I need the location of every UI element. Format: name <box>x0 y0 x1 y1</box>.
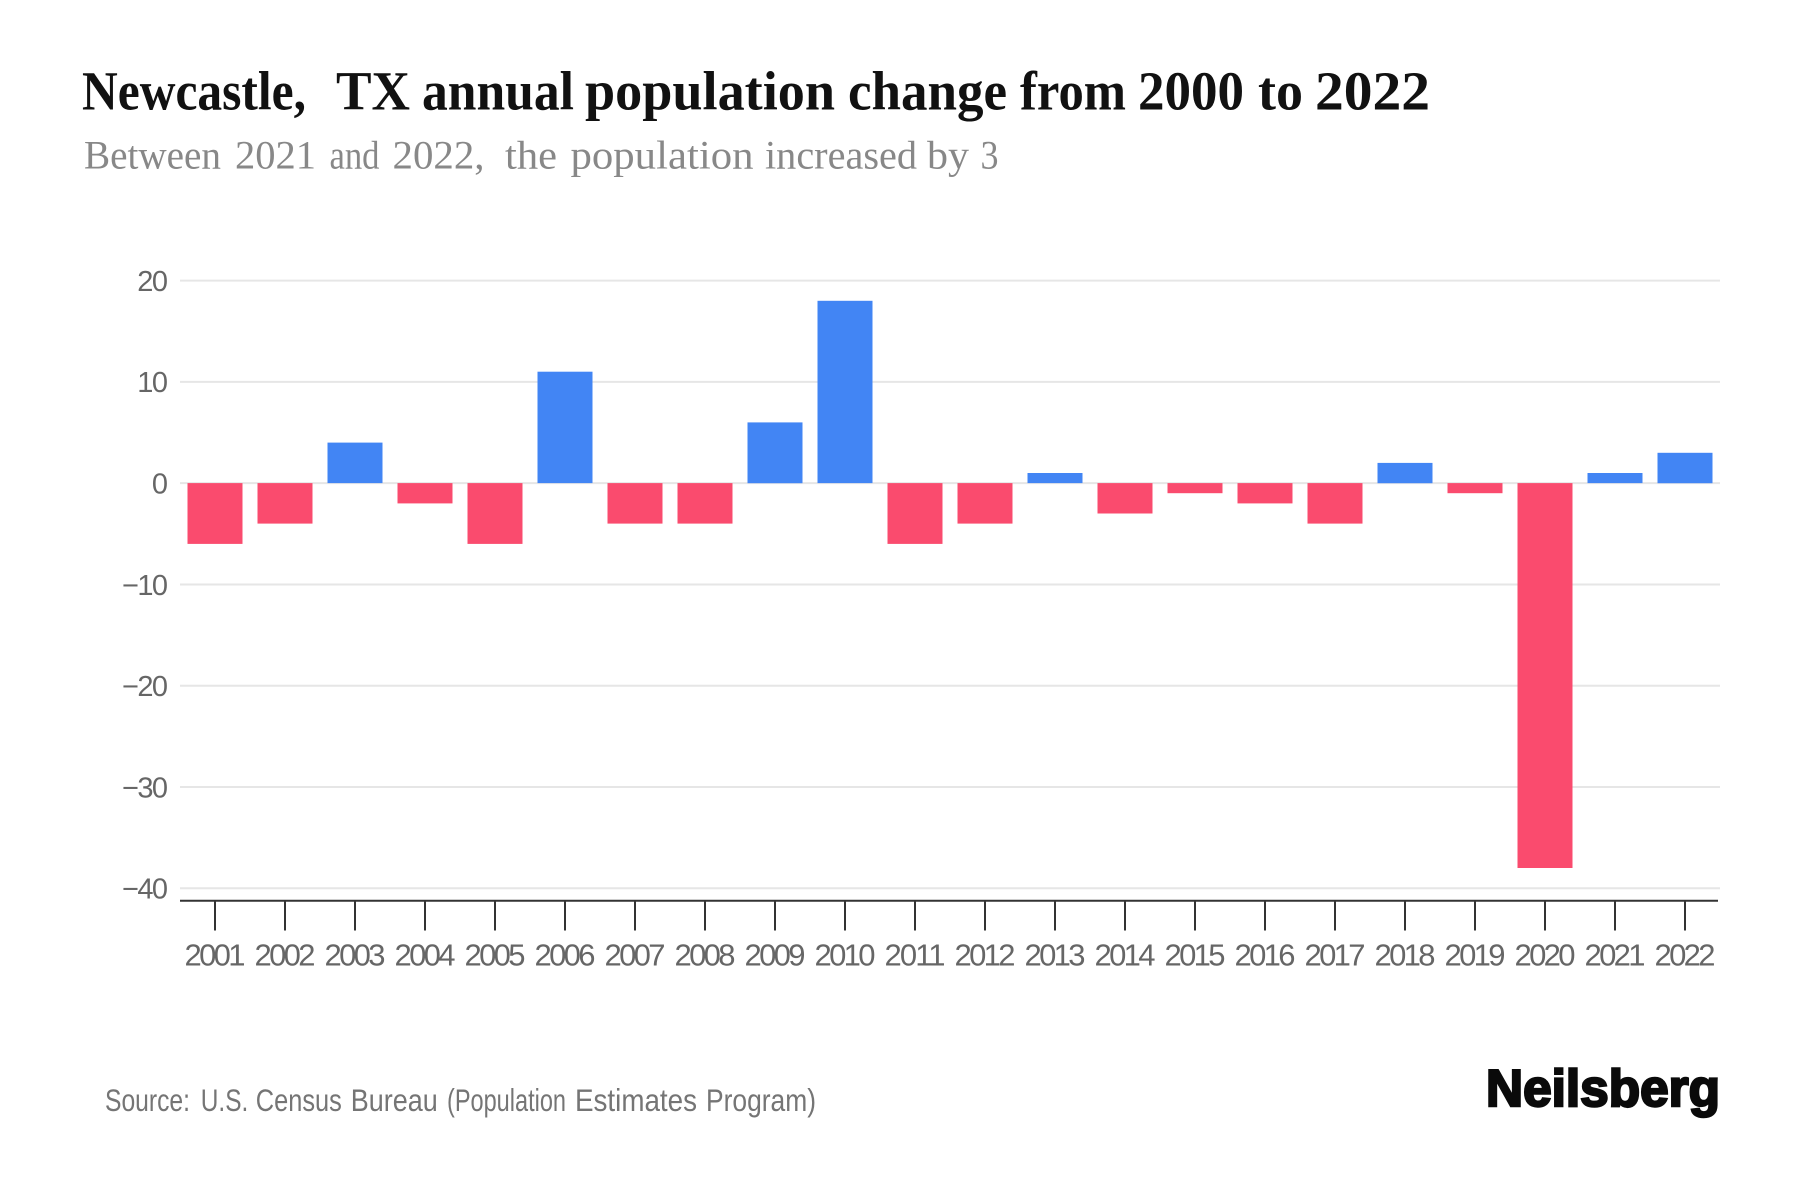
svg-text:Neilsberg: Neilsberg <box>1486 1060 1720 1118</box>
svg-text:2006: 2006 <box>535 937 596 972</box>
svg-text:2005: 2005 <box>465 937 526 972</box>
svg-text:2007: 2007 <box>605 937 666 972</box>
svg-text:2010: 2010 <box>815 937 876 972</box>
svg-text:2011: 2011 <box>885 937 946 972</box>
svg-text:−30: −30 <box>122 772 168 804</box>
svg-text:2009: 2009 <box>745 937 806 972</box>
svg-text:2022: 2022 <box>1655 937 1716 972</box>
svg-text:2003: 2003 <box>325 937 386 972</box>
svg-text:−40: −40 <box>122 874 168 906</box>
svg-text:2001: 2001 <box>185 937 246 972</box>
svg-text:2012: 2012 <box>955 937 1016 972</box>
svg-text:2015: 2015 <box>1165 937 1226 972</box>
svg-text:−20: −20 <box>122 671 168 703</box>
svg-text:2018: 2018 <box>1375 937 1436 972</box>
svg-text:2017: 2017 <box>1305 937 1366 972</box>
svg-text:−10: −10 <box>122 570 168 602</box>
svg-text:2016: 2016 <box>1235 937 1296 972</box>
svg-text:2020: 2020 <box>1515 937 1576 972</box>
svg-text:0: 0 <box>152 469 168 501</box>
svg-text:2014: 2014 <box>1095 937 1156 972</box>
svg-text:2013: 2013 <box>1025 937 1086 972</box>
svg-text:20: 20 <box>137 266 168 298</box>
svg-text:10: 10 <box>137 367 168 399</box>
svg-text:2004: 2004 <box>395 937 456 972</box>
svg-text:2002: 2002 <box>255 937 316 972</box>
svg-text:2019: 2019 <box>1445 937 1506 972</box>
svg-text:2021: 2021 <box>1585 937 1646 972</box>
svg-text:2008: 2008 <box>675 937 736 972</box>
